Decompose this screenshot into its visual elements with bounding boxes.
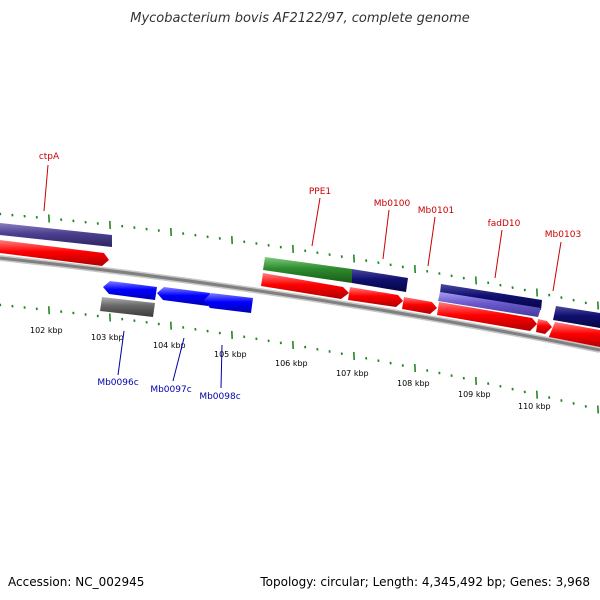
upper-tick-row [0, 212, 599, 310]
lower-tick-row [0, 303, 599, 414]
feature-mb0101-cog-bottom[interactable] [438, 292, 541, 317]
reverse-cds-track [100, 281, 253, 317]
tick-label-102: 102 kbp [30, 326, 63, 335]
feature-mb0096c-cog[interactable] [100, 297, 155, 317]
feature-mb0100-cog[interactable] [352, 269, 408, 292]
feature-mb0103-cog[interactable] [553, 306, 600, 328]
cds-mb0097c[interactable] [157, 287, 210, 306]
label-ctpA[interactable]: ctpA [39, 152, 60, 162]
cds-mb0100[interactable] [348, 287, 403, 307]
label-mb0098c[interactable]: Mb0098c [199, 392, 240, 402]
feature-track-upper [0, 223, 600, 328]
genome-backbone [0, 255, 600, 353]
cds-mb0103[interactable] [548, 322, 600, 348]
cds-mb0102[interactable] [536, 319, 552, 334]
label-fadD10[interactable]: fadD10 [488, 219, 521, 229]
cds-fadD10[interactable] [437, 302, 537, 331]
tick-label-103: 103 kbp [91, 333, 124, 342]
cds-mb0096c[interactable] [103, 281, 157, 300]
tick-label-105: 105 kbp [214, 350, 247, 359]
label-mb0097c[interactable]: Mb0097c [150, 385, 191, 395]
feature-mb0101-cog-top[interactable] [440, 284, 542, 310]
axis-tick-labels: 102 kbp 103 kbp 104 kbp 105 kbp 106 kbp … [30, 326, 551, 411]
tick-label-107: 107 kbp [336, 369, 369, 378]
tick-label-104: 104 kbp [153, 341, 186, 350]
bottom-gene-labels: Mb0096c Mb0097c Mb0098c [97, 330, 241, 402]
label-ppe1[interactable]: PPE1 [309, 187, 331, 197]
cds-mb0101[interactable] [402, 297, 437, 314]
label-mb0103[interactable]: Mb0103 [545, 230, 581, 240]
feature-ppe1-cog[interactable] [263, 257, 352, 283]
tick-label-106: 106 kbp [275, 359, 308, 368]
tick-label-109: 109 kbp [458, 390, 491, 399]
label-mb0096c[interactable]: Mb0096c [97, 378, 138, 388]
label-mb0100[interactable]: Mb0100 [374, 199, 411, 209]
map-title: Mycobacterium bovis AF2122/97, complete … [130, 11, 469, 26]
label-mb0101[interactable]: Mb0101 [418, 206, 454, 216]
cds-mb0098c[interactable] [204, 293, 253, 313]
cds-ctpA[interactable] [0, 240, 109, 266]
feature-ctpA-cog[interactable] [0, 223, 112, 247]
tick-label-110: 110 kbp [518, 402, 551, 411]
tick-label-108: 108 kbp [397, 379, 430, 388]
forward-cds-track [0, 240, 600, 348]
cds-ppe1[interactable] [261, 273, 349, 299]
genome-summary-text: Topology: circular; Length: 4,345,492 bp… [259, 575, 590, 589]
top-gene-labels: ctpA PPE1 Mb0100 Mb0101 fadD10 Mb0103 [39, 152, 581, 292]
accession-text: Accession: NC_002945 [8, 575, 144, 589]
